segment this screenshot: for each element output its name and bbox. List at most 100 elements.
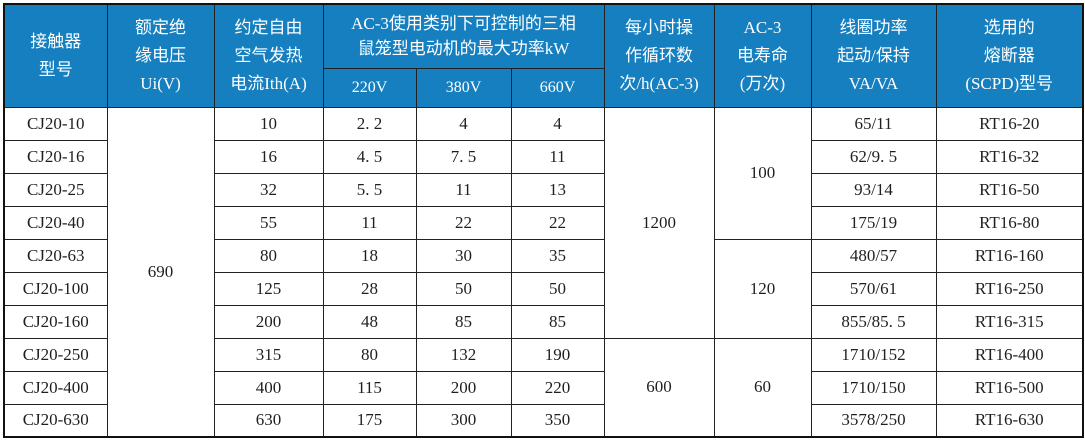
cell-ith: 400 (213, 370, 324, 405)
table-row: CJ20-16 16 4. 5 7. 5 11 62/9. 5 RT16-32 (3, 139, 1084, 174)
cell-ith: 315 (213, 337, 324, 372)
cell-coil-power: 3578/250 (810, 403, 937, 438)
cell-power-220v: 48 (322, 304, 417, 339)
table-row: CJ20-63 80 18 30 35 120 480/57 RT16-160 (3, 238, 1084, 339)
cell-power-660v: 350 (510, 403, 605, 438)
cell-fuse-type: RT16-630 (935, 403, 1084, 438)
cell-fuse-type: RT16-250 (935, 271, 1084, 306)
cell-power-660v: 190 (510, 337, 605, 372)
cell-cycles-per-hour: 600 (603, 337, 715, 438)
cell-model: CJ20-40 (3, 205, 108, 240)
cell-coil-power: 65/11 (810, 106, 937, 141)
header-660v: 660V (510, 67, 605, 108)
cell-coil-power: 62/9. 5 (810, 139, 937, 174)
cell-fuse-type: RT16-160 (935, 238, 1084, 273)
cell-coil-power: 175/19 (810, 205, 937, 240)
cell-model: CJ20-100 (3, 271, 108, 306)
contactor-spec-table: 接触器 型号 额定绝 缘电压 Ui(V) 约定自由 空气发热 电流Ith(A) … (3, 3, 1084, 438)
cell-ith: 55 (213, 205, 324, 240)
cell-fuse-type: RT16-80 (935, 205, 1084, 240)
cell-fuse-type: RT16-400 (935, 337, 1084, 372)
cell-ith: 630 (213, 403, 324, 438)
table-row: CJ20-400 400 115 200 220 1710/150 RT16-5… (3, 370, 1084, 405)
table-row: CJ20-25 32 5. 5 11 13 93/14 RT16-50 (3, 172, 1084, 207)
table-body: CJ20-10 690 10 2. 2 4 4 1200 100 65/11 R… (3, 106, 1084, 438)
table-header: 接触器 型号 额定绝 缘电压 Ui(V) 约定自由 空气发热 电流Ith(A) … (3, 3, 1084, 108)
cell-power-660v: 22 (510, 205, 605, 240)
header-insulation-voltage: 额定绝 缘电压 Ui(V) (106, 3, 215, 108)
cell-power-220v: 28 (322, 271, 417, 306)
header-row-2: 220V 380V 660V (4, 67, 1083, 108)
header-coil-power: 线圈功率 起动/保持 VA/VA (810, 3, 937, 108)
header-fuse-type: 选用的 熔断器 (SCPD)型号 (935, 3, 1084, 108)
header-380v: 380V (415, 67, 512, 108)
cell-fuse-type: RT16-20 (935, 106, 1084, 141)
cell-power-380v: 200 (415, 370, 512, 405)
header-electrical-life: AC-3 电寿命 (万次) (713, 3, 812, 108)
cell-power-660v: 4 (510, 106, 605, 141)
cell-power-220v: 4. 5 (322, 139, 417, 174)
header-model: 接触器 型号 (3, 3, 108, 108)
cell-power-660v: 50 (510, 271, 605, 306)
cell-ith: 10 (213, 106, 324, 141)
cell-ith: 125 (213, 271, 324, 306)
table-row: CJ20-40 55 11 22 22 175/19 RT16-80 (3, 205, 1084, 240)
cell-model: CJ20-25 (3, 172, 108, 207)
cell-cycles-per-hour: 1200 (603, 106, 715, 339)
cell-power-220v: 5. 5 (322, 172, 417, 207)
cell-power-220v: 11 (322, 205, 417, 240)
cell-ith: 200 (213, 304, 324, 339)
cell-power-380v: 7. 5 (415, 139, 512, 174)
cell-fuse-type: RT16-315 (935, 304, 1084, 339)
cell-power-220v: 2. 2 (322, 106, 417, 141)
cell-model: CJ20-10 (3, 106, 108, 141)
cell-fuse-type: RT16-500 (935, 370, 1084, 405)
header-cycles-per-hour: 每小时操 作循环数 次/h(AC-3) (603, 3, 715, 108)
cell-power-220v: 80 (322, 337, 417, 372)
cell-coil-power: 855/85. 5 (810, 304, 937, 339)
cell-insulation-voltage: 690 (106, 106, 215, 438)
cell-power-220v: 175 (322, 403, 417, 438)
header-row-1: 接触器 型号 额定绝 缘电压 Ui(V) 约定自由 空气发热 电流Ith(A) … (3, 3, 1084, 108)
cell-fuse-type: RT16-50 (935, 172, 1084, 207)
table-row: CJ20-160 200 48 85 85 855/85. 5 RT16-315 (3, 304, 1084, 339)
cell-coil-power: 93/14 (810, 172, 937, 207)
cell-coil-power: 1710/150 (810, 370, 937, 405)
cell-electrical-life: 100 (713, 106, 812, 240)
table-row: CJ20-630 630 175 300 350 3578/250 RT16-6… (3, 403, 1084, 438)
cell-power-380v: 50 (415, 271, 512, 306)
cell-power-660v: 11 (510, 139, 605, 174)
cell-power-220v: 115 (322, 370, 417, 405)
cell-power-380v: 85 (415, 304, 512, 339)
cell-power-380v: 11 (415, 172, 512, 207)
cell-power-660v: 35 (510, 238, 605, 273)
cell-power-380v: 300 (415, 403, 512, 438)
cell-coil-power: 1710/152 (810, 337, 937, 372)
cell-power-380v: 132 (415, 337, 512, 372)
cell-coil-power: 480/57 (810, 238, 937, 273)
cell-power-380v: 30 (415, 238, 512, 273)
cell-fuse-type: RT16-32 (935, 139, 1084, 174)
cell-power-380v: 22 (415, 205, 512, 240)
cell-electrical-life: 120 (713, 238, 812, 339)
cell-model: CJ20-63 (3, 238, 108, 273)
cell-model: CJ20-250 (3, 337, 108, 372)
cell-power-660v: 13 (510, 172, 605, 207)
header-thermal-current: 约定自由 空气发热 电流Ith(A) (213, 3, 324, 108)
table-row: CJ20-100 125 28 50 50 570/61 RT16-250 (3, 271, 1084, 306)
cell-power-660v: 85 (510, 304, 605, 339)
cell-ith: 32 (213, 172, 324, 207)
cell-power-220v: 18 (322, 238, 417, 273)
cell-coil-power: 570/61 (810, 271, 937, 306)
cell-model: CJ20-400 (3, 370, 108, 405)
cell-model: CJ20-16 (3, 139, 108, 174)
table-row: CJ20-250 315 80 132 190 600 60 1710/152 … (3, 337, 1084, 438)
header-ac3-power-group: AC-3使用类别下可控制的三相 鼠笼型电动机的最大功率kW (322, 3, 605, 69)
cell-power-660v: 220 (510, 370, 605, 405)
cell-ith: 80 (213, 238, 324, 273)
header-220v: 220V (322, 67, 417, 108)
cell-model: CJ20-160 (3, 304, 108, 339)
cell-electrical-life: 60 (713, 337, 812, 438)
cell-ith: 16 (213, 139, 324, 174)
